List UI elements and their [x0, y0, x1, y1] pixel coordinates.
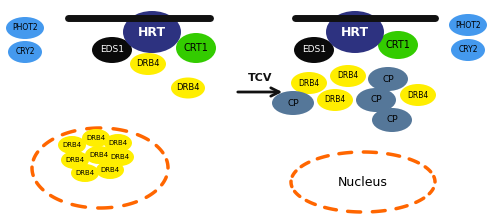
Ellipse shape: [85, 146, 113, 164]
Ellipse shape: [96, 161, 124, 179]
Text: EDS1: EDS1: [302, 46, 326, 54]
Ellipse shape: [106, 148, 134, 166]
Text: DRB4: DRB4: [62, 142, 82, 148]
Text: PHOT2: PHOT2: [12, 23, 38, 32]
Ellipse shape: [58, 136, 86, 154]
Text: HRT: HRT: [341, 26, 369, 38]
Ellipse shape: [356, 88, 396, 112]
Text: CRT1: CRT1: [184, 43, 208, 53]
Ellipse shape: [104, 134, 132, 152]
Text: DRB4: DRB4: [76, 170, 94, 176]
Ellipse shape: [272, 91, 314, 115]
Text: CP: CP: [370, 95, 382, 104]
Text: DRB4: DRB4: [298, 78, 320, 88]
Ellipse shape: [368, 67, 408, 91]
Ellipse shape: [130, 53, 166, 75]
Ellipse shape: [400, 84, 436, 106]
Text: DRB4: DRB4: [108, 140, 128, 146]
Ellipse shape: [123, 11, 181, 53]
Text: DRB4: DRB4: [66, 157, 84, 163]
Ellipse shape: [449, 14, 487, 36]
Text: DRB4: DRB4: [136, 60, 160, 69]
Ellipse shape: [330, 65, 366, 87]
Text: CRY2: CRY2: [458, 46, 478, 54]
Ellipse shape: [8, 41, 42, 63]
Ellipse shape: [294, 37, 334, 63]
Ellipse shape: [82, 129, 110, 147]
Text: DRB4: DRB4: [176, 83, 200, 92]
Text: CP: CP: [382, 75, 394, 83]
Ellipse shape: [92, 37, 132, 63]
Ellipse shape: [71, 164, 99, 182]
Text: CP: CP: [287, 98, 299, 108]
Text: DRB4: DRB4: [408, 91, 428, 100]
Ellipse shape: [6, 17, 44, 39]
Text: DRB4: DRB4: [90, 152, 108, 158]
Ellipse shape: [317, 89, 353, 111]
Text: CRY2: CRY2: [15, 48, 35, 57]
Ellipse shape: [61, 151, 89, 169]
Ellipse shape: [291, 72, 327, 94]
Text: CP: CP: [386, 115, 398, 124]
Text: DRB4: DRB4: [338, 72, 358, 80]
Text: Nucleus: Nucleus: [338, 175, 388, 189]
Ellipse shape: [326, 11, 384, 53]
Ellipse shape: [372, 108, 412, 132]
Text: TCV: TCV: [248, 73, 272, 83]
Ellipse shape: [451, 39, 485, 61]
Text: PHOT2: PHOT2: [455, 20, 481, 29]
Text: CRT1: CRT1: [386, 40, 410, 50]
Ellipse shape: [171, 77, 205, 98]
Text: DRB4: DRB4: [100, 167, 119, 173]
Text: DRB4: DRB4: [110, 154, 130, 160]
Text: EDS1: EDS1: [100, 46, 124, 54]
Text: DRB4: DRB4: [324, 95, 345, 104]
Ellipse shape: [378, 31, 418, 59]
Text: DRB4: DRB4: [86, 135, 106, 141]
Text: HRT: HRT: [138, 26, 166, 38]
Ellipse shape: [176, 33, 216, 63]
